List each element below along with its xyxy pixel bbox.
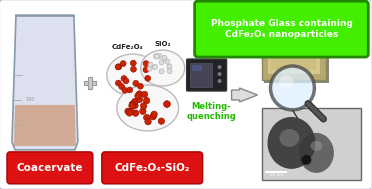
Ellipse shape bbox=[107, 54, 159, 96]
Polygon shape bbox=[14, 105, 76, 146]
Polygon shape bbox=[12, 15, 78, 150]
Ellipse shape bbox=[141, 50, 185, 86]
Bar bbox=[88, 77, 92, 89]
Circle shape bbox=[145, 119, 151, 125]
Text: 100: 100 bbox=[26, 98, 35, 102]
Circle shape bbox=[153, 53, 158, 59]
Bar bbox=[262, 15, 326, 80]
FancyBboxPatch shape bbox=[7, 152, 93, 184]
Circle shape bbox=[218, 79, 222, 83]
Circle shape bbox=[165, 59, 170, 64]
Circle shape bbox=[145, 75, 151, 81]
Circle shape bbox=[159, 69, 164, 74]
Circle shape bbox=[125, 108, 131, 115]
Circle shape bbox=[136, 96, 142, 103]
Text: SiO₂: SiO₂ bbox=[154, 41, 171, 47]
Text: CdFe₂O₄-SiO₂: CdFe₂O₄-SiO₂ bbox=[114, 163, 189, 173]
Polygon shape bbox=[231, 88, 257, 102]
Circle shape bbox=[141, 91, 148, 98]
Circle shape bbox=[136, 91, 142, 97]
Circle shape bbox=[147, 66, 152, 71]
Circle shape bbox=[126, 110, 132, 116]
Circle shape bbox=[116, 64, 122, 70]
Bar bbox=[272, 25, 317, 70]
Circle shape bbox=[127, 87, 133, 93]
Circle shape bbox=[218, 72, 222, 76]
Circle shape bbox=[135, 93, 141, 99]
Bar bbox=[84, 81, 96, 85]
Circle shape bbox=[148, 62, 153, 67]
Circle shape bbox=[115, 80, 121, 86]
Circle shape bbox=[138, 83, 143, 89]
Circle shape bbox=[132, 102, 138, 109]
Circle shape bbox=[153, 64, 158, 70]
Circle shape bbox=[279, 75, 294, 89]
Circle shape bbox=[143, 67, 149, 73]
FancyBboxPatch shape bbox=[102, 152, 203, 184]
Circle shape bbox=[150, 113, 156, 120]
Circle shape bbox=[218, 65, 222, 69]
Ellipse shape bbox=[267, 117, 315, 169]
Ellipse shape bbox=[299, 133, 334, 173]
Ellipse shape bbox=[117, 85, 179, 131]
Circle shape bbox=[129, 102, 135, 109]
Circle shape bbox=[133, 80, 139, 86]
Text: 20 nm: 20 nm bbox=[270, 173, 283, 177]
Circle shape bbox=[132, 110, 139, 116]
Bar bbox=[190, 63, 212, 87]
Circle shape bbox=[131, 66, 137, 72]
Circle shape bbox=[164, 101, 170, 107]
Circle shape bbox=[143, 97, 150, 104]
Bar bbox=[262, 108, 361, 180]
Circle shape bbox=[115, 64, 121, 70]
Circle shape bbox=[157, 53, 162, 59]
Circle shape bbox=[270, 66, 314, 110]
Circle shape bbox=[119, 84, 125, 90]
Circle shape bbox=[140, 103, 147, 109]
Circle shape bbox=[154, 54, 159, 59]
Ellipse shape bbox=[310, 141, 323, 151]
Circle shape bbox=[158, 118, 164, 124]
Circle shape bbox=[120, 61, 126, 67]
Circle shape bbox=[164, 101, 170, 107]
Circle shape bbox=[144, 114, 150, 121]
Text: Phosphate Glass containing
CdFe₂O₄ nanoparticles: Phosphate Glass containing CdFe₂O₄ nanop… bbox=[211, 19, 352, 39]
FancyBboxPatch shape bbox=[187, 59, 227, 91]
Circle shape bbox=[140, 108, 146, 115]
Circle shape bbox=[130, 60, 136, 66]
Circle shape bbox=[132, 98, 138, 105]
FancyBboxPatch shape bbox=[195, 1, 368, 57]
Circle shape bbox=[129, 101, 136, 107]
Circle shape bbox=[123, 78, 129, 84]
Text: CdFe₂O₄: CdFe₂O₄ bbox=[112, 44, 144, 50]
Circle shape bbox=[128, 108, 134, 115]
Circle shape bbox=[143, 61, 149, 67]
Ellipse shape bbox=[279, 129, 299, 147]
Circle shape bbox=[121, 76, 127, 81]
Circle shape bbox=[167, 69, 172, 74]
Bar bbox=[264, 18, 329, 83]
Circle shape bbox=[151, 111, 157, 118]
Bar bbox=[192, 65, 202, 71]
Text: Melting-
quenching: Melting- quenching bbox=[187, 102, 237, 121]
Circle shape bbox=[167, 64, 172, 69]
Text: Coacervate: Coacervate bbox=[17, 163, 83, 173]
Circle shape bbox=[122, 88, 128, 93]
Bar bbox=[267, 21, 320, 74]
Circle shape bbox=[159, 60, 164, 65]
Circle shape bbox=[162, 55, 167, 60]
Circle shape bbox=[301, 155, 311, 165]
